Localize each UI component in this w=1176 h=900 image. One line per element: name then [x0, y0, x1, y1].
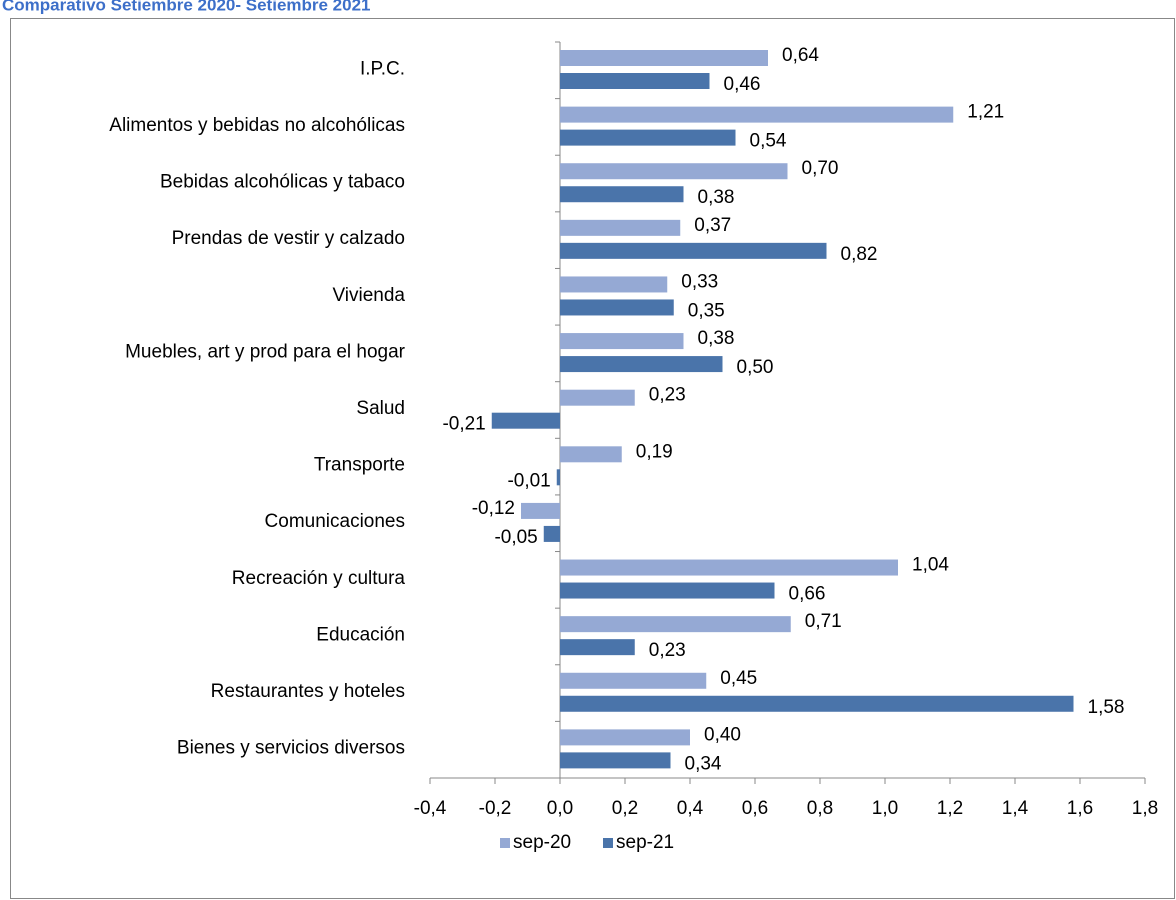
data-label: 0,45	[720, 668, 757, 689]
data-label: 0,54	[750, 131, 787, 152]
bar	[491, 412, 560, 429]
data-label: 0,23	[649, 640, 686, 661]
legend-swatch	[500, 838, 510, 848]
category-label: Educación	[316, 624, 405, 645]
category-label: Restaurantes y hoteles	[211, 681, 405, 702]
chart-border	[10, 18, 1175, 899]
legend-label: sep-21	[616, 832, 674, 853]
x-tick-label: 0,0	[547, 798, 573, 819]
data-label: 0,23	[649, 385, 686, 406]
category-label: Vivienda	[332, 285, 405, 306]
x-tick-label: -0,4	[414, 798, 447, 819]
bar	[560, 242, 827, 259]
data-label: 0,19	[636, 441, 673, 462]
data-label: 0,66	[789, 584, 826, 605]
legend-swatch	[603, 838, 613, 848]
bar	[560, 639, 635, 656]
data-label: 0,34	[685, 753, 722, 774]
data-label: 0,40	[704, 724, 741, 745]
category-label: Prendas de vestir y calzado	[172, 228, 405, 249]
data-label: 0,71	[805, 611, 842, 632]
bar	[560, 356, 723, 373]
x-tick-label: 1,2	[937, 798, 963, 819]
data-label: 0,46	[724, 74, 761, 95]
x-tick-label: 0,8	[807, 798, 833, 819]
bar	[560, 672, 707, 689]
data-label: 0,64	[782, 45, 819, 66]
data-label: 0,38	[698, 187, 735, 208]
bar	[560, 389, 635, 406]
bar	[560, 106, 954, 123]
x-tick-label: 0,2	[612, 798, 638, 819]
bar	[560, 129, 736, 146]
category-label: Alimentos y bebidas no alcohólicas	[109, 115, 405, 136]
bar	[560, 276, 668, 293]
bar	[560, 299, 674, 316]
data-label: 0,37	[694, 215, 731, 236]
category-label: Transporte	[314, 455, 405, 476]
legend-label: sep-20	[513, 832, 571, 853]
category-label: I.P.C.	[360, 58, 405, 79]
bar	[560, 695, 1074, 712]
category-label: Muebles, art y prod para el hogar	[125, 341, 406, 362]
data-label: 0,38	[698, 328, 735, 349]
x-tick-label: 1,8	[1132, 798, 1158, 819]
data-label: 1,04	[912, 555, 949, 576]
x-tick-label: 1,6	[1067, 798, 1093, 819]
data-label: -0,21	[442, 414, 485, 435]
data-label: 0,33	[681, 271, 718, 292]
bar	[560, 163, 788, 180]
chart-title: Comparativo Setiembre 2020- Setiembre 20…	[2, 0, 371, 14]
data-label: 1,21	[967, 102, 1004, 123]
x-tick-label: 1,4	[1002, 798, 1029, 819]
category-label: Recreación y cultura	[232, 568, 406, 589]
bar	[560, 446, 622, 463]
bar	[560, 752, 671, 769]
x-tick-label: 0,6	[742, 798, 768, 819]
data-label: -0,12	[472, 498, 515, 519]
data-label: -0,05	[494, 527, 537, 548]
category-label: Salud	[356, 398, 405, 419]
bar	[560, 729, 690, 746]
bar	[560, 50, 768, 66]
bar	[560, 616, 791, 633]
x-tick-label: 1,0	[872, 798, 898, 819]
x-tick-label: -0,2	[479, 798, 512, 819]
bar	[556, 469, 560, 486]
x-tick-label: 0,4	[677, 798, 704, 819]
bar	[560, 333, 684, 350]
bar	[560, 219, 681, 236]
bar	[560, 559, 898, 576]
bar	[560, 582, 775, 599]
data-label: 0,50	[737, 357, 774, 378]
category-label: Comunicaciones	[265, 511, 405, 532]
bar	[521, 502, 560, 519]
bar	[543, 525, 560, 542]
data-label: 0,82	[841, 244, 878, 265]
data-label: 0,70	[802, 158, 839, 179]
bar	[560, 73, 710, 89]
category-label: Bebidas alcohólicas y tabaco	[160, 172, 405, 193]
data-label: 0,35	[688, 300, 725, 321]
category-label: Bienes y servicios diversos	[177, 738, 405, 759]
data-label: 1,58	[1088, 697, 1125, 718]
bar	[560, 186, 684, 203]
data-label: -0,01	[507, 470, 550, 491]
